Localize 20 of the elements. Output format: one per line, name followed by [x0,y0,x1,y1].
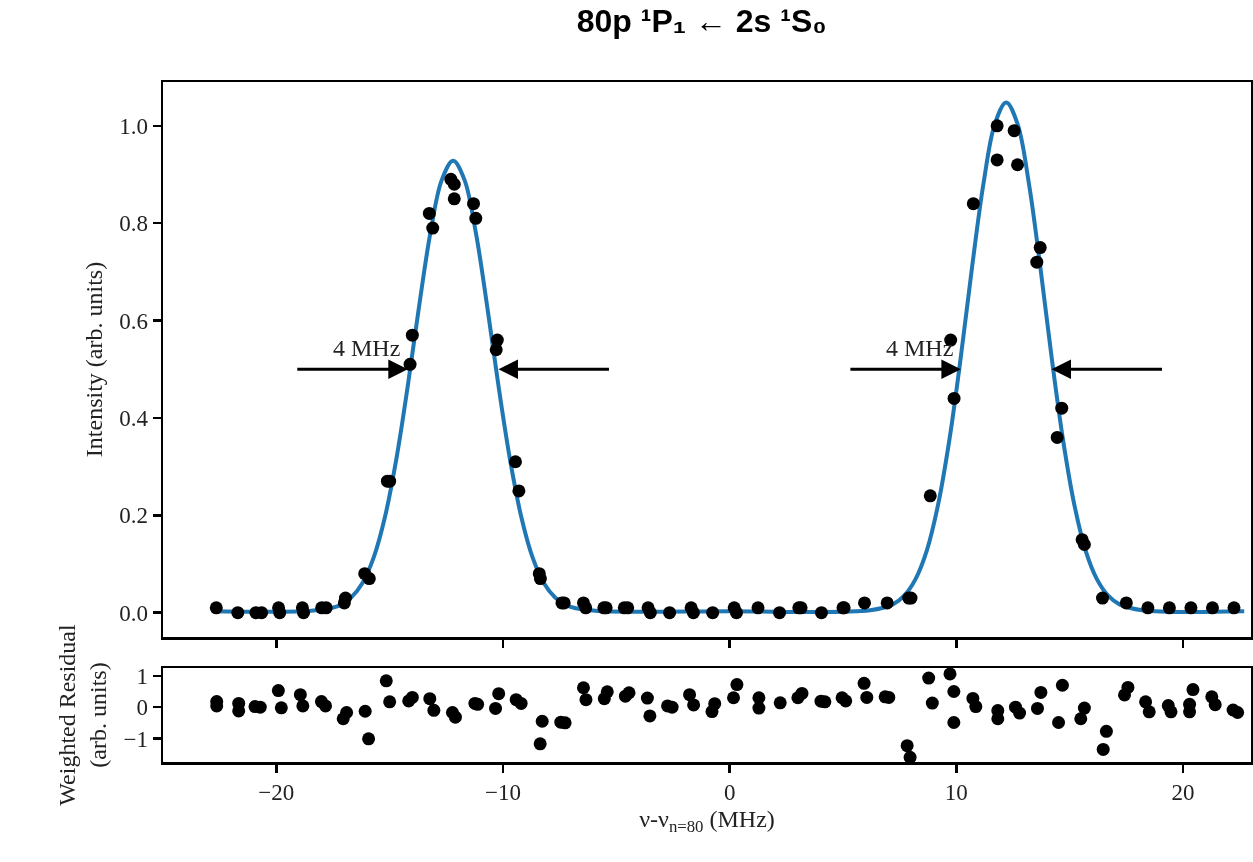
y-axis-title: Weighted Residual (arb. units) [54,623,112,806]
y-tick-label: 1.0 [119,113,148,139]
x-axis-title: ν-ν$_{n=80}$ (MHz) [639,805,775,836]
x-tick-label: −20 [258,780,295,806]
y-tick-label: 0.0 [119,600,148,626]
x-tick-label: 20 [1171,780,1195,806]
y-tick-label: 0.6 [119,308,148,334]
x-tick-label: 10 [944,780,968,806]
y-tick-label: 0 [136,695,148,721]
y-tick-label: 0.4 [119,405,149,431]
x-tick-label: −10 [485,780,521,806]
y-tick-label: 1 [136,663,148,689]
x-tick-label: 0 [723,780,736,806]
chart-title: 80p ¹P₁ ← 2s ¹S₀ [576,3,827,40]
y-tick-label: 0.2 [119,503,148,529]
annotation: 4 MHz [333,335,401,361]
annotation: 4 MHz [886,335,954,361]
y-axis-title: Intensity (arb. units) [81,261,107,458]
y-tick-label: 0.8 [119,211,148,237]
y-tick-label: −1 [123,726,148,752]
